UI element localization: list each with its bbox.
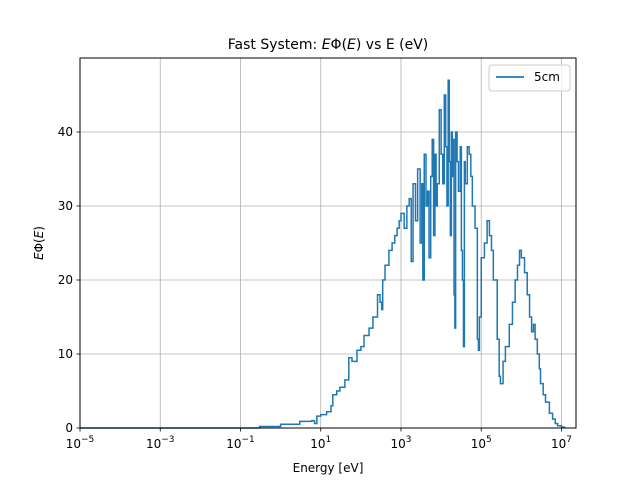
y-axis-ticks: 0 10 20 30 40 <box>58 125 80 435</box>
x-tick-label: 10−3 <box>146 435 175 451</box>
y-tick-label: 30 <box>58 199 73 213</box>
legend-box <box>488 64 571 92</box>
x-axis-ticks: 10−5 10−3 10−1 101 103 105 107 <box>66 428 572 451</box>
y-tick-label: 10 <box>58 347 73 361</box>
legend: 5cm <box>488 64 571 92</box>
x-tick-label: 10−5 <box>66 435 95 451</box>
x-axis-label: Energy [eV] <box>293 461 364 475</box>
x-tick-label: 10−1 <box>226 435 255 451</box>
y-tick-label: 0 <box>65 421 73 435</box>
x-tick-label: 103 <box>390 435 411 451</box>
chart-title: Fast System: EΦ(E) vs E (eV) <box>228 37 429 53</box>
legend-label: 5cm <box>534 70 560 84</box>
y-axis-label: EΦ(E) <box>32 226 46 260</box>
plot-frame <box>79 57 577 429</box>
y-tick-label: 40 <box>58 125 73 139</box>
x-tick-label: 101 <box>310 435 331 451</box>
series-line-5cm <box>80 79 566 429</box>
x-tick-label: 107 <box>551 435 572 451</box>
series-group <box>80 79 566 429</box>
x-tick-label: 105 <box>471 435 492 451</box>
y-tick-label: 20 <box>58 273 73 287</box>
